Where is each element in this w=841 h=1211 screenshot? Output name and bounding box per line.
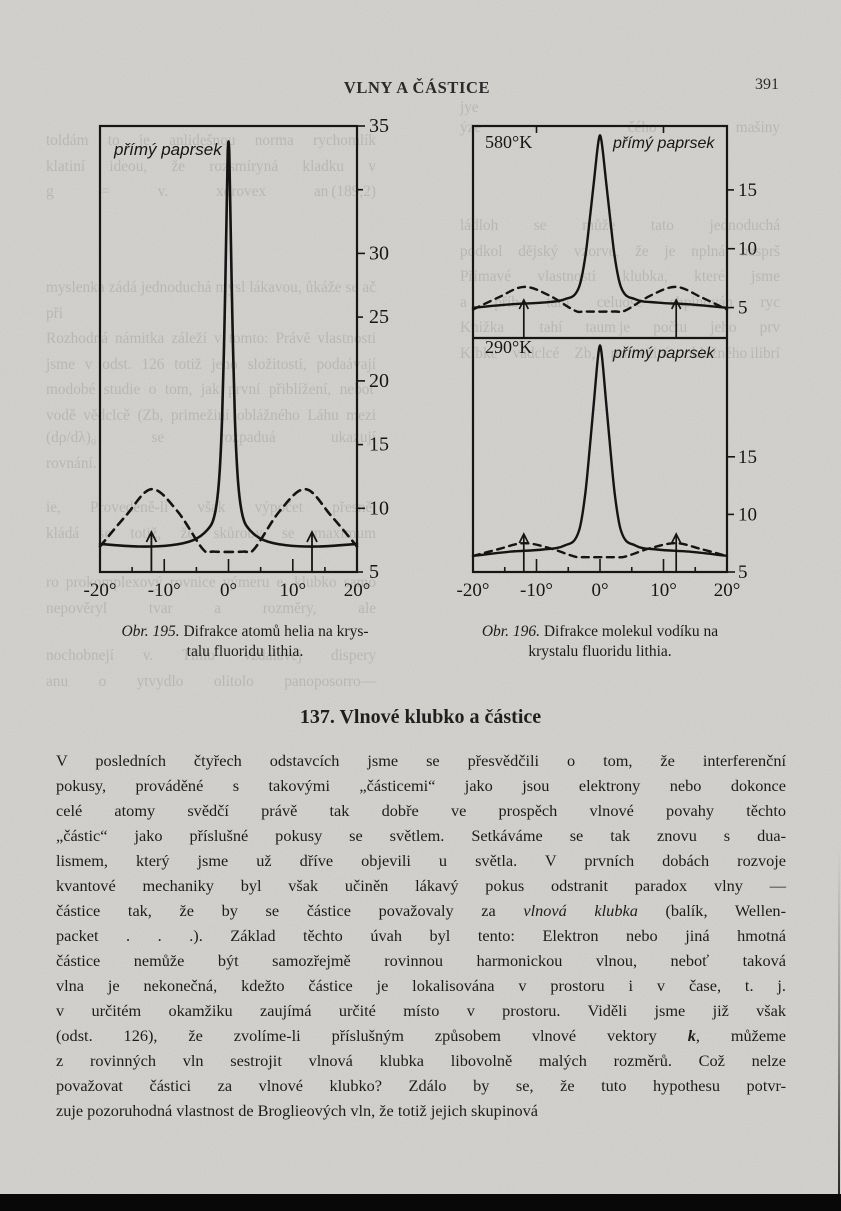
svg-text:20: 20: [369, 370, 389, 392]
svg-text:10°: 10°: [279, 580, 306, 601]
svg-text:-10°: -10°: [148, 580, 181, 601]
svg-text:-20°: -20°: [457, 580, 490, 601]
svg-text:10°: 10°: [650, 580, 677, 601]
svg-text:10: 10: [369, 497, 389, 519]
svg-text:580°K: 580°K: [485, 132, 532, 152]
svg-text:-10°: -10°: [520, 580, 553, 601]
svg-text:přímý paprsek: přímý paprsek: [612, 345, 715, 362]
svg-text:15: 15: [738, 447, 757, 468]
svg-text:15: 15: [738, 180, 757, 201]
svg-text:5: 5: [738, 298, 748, 319]
svg-text:15: 15: [369, 434, 389, 456]
svg-text:přímý paprsek: přímý paprsek: [113, 140, 223, 159]
svg-text:0°: 0°: [220, 580, 237, 601]
svg-text:290°K: 290°K: [485, 337, 532, 357]
svg-text:10: 10: [738, 504, 757, 525]
svg-text:10: 10: [738, 239, 757, 260]
svg-text:30: 30: [369, 242, 389, 264]
svg-text:0°: 0°: [591, 580, 608, 601]
svg-text:přímý paprsek: přímý paprsek: [612, 135, 715, 152]
svg-text:35: 35: [369, 115, 389, 137]
svg-text:20°: 20°: [344, 580, 371, 601]
svg-text:25: 25: [369, 306, 389, 328]
svg-text:20°: 20°: [714, 580, 741, 601]
svg-text:-20°: -20°: [84, 580, 117, 601]
svg-text:5: 5: [369, 561, 379, 583]
